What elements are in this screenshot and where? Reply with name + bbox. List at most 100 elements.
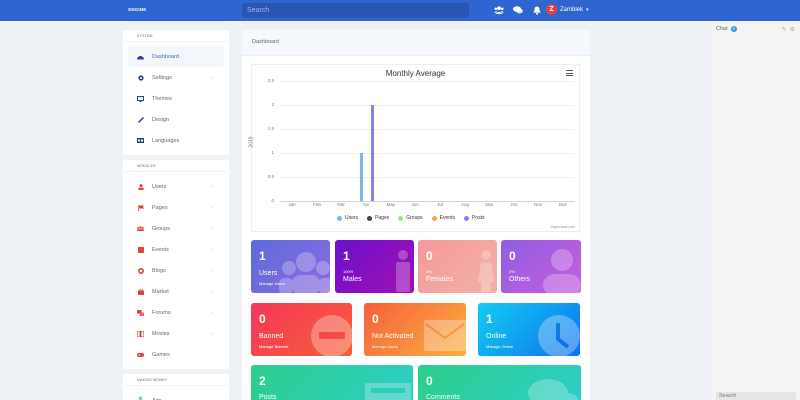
sidebar-item-users[interactable]: Users ›	[123, 176, 229, 197]
y-tick: 0.5	[267, 174, 274, 179]
sidebar-item-label: Events	[152, 246, 169, 253]
sidebar-item-themes[interactable]: Themes	[123, 88, 229, 109]
ban-icon	[311, 315, 352, 356]
sidebar-item-events[interactable]: Events ›	[123, 239, 229, 260]
stat-value: 1	[486, 312, 493, 326]
chevron-right-icon: ›	[211, 204, 213, 211]
x-tick: Aug	[460, 202, 469, 207]
stat-label: Users	[259, 270, 278, 277]
x-tick: Dec	[558, 202, 567, 207]
legend-item-groups[interactable]: Groups	[398, 215, 423, 221]
chevron-right-icon: ›	[211, 183, 213, 190]
stat-label: Posts	[259, 394, 277, 400]
sidebar-section-modules: MODULES Users › Pages › Groups › Events …	[123, 160, 229, 369]
sidebar-item-label: Settings	[152, 74, 172, 81]
gamepad-icon	[137, 352, 144, 358]
dashboard-icon	[137, 54, 144, 60]
brush-icon	[137, 116, 144, 123]
sidebar-item-label: Forums	[152, 309, 171, 316]
legend-item-posts[interactable]: Posts	[463, 215, 484, 221]
x-tick: Nov	[533, 202, 542, 207]
bar-users-apr[interactable]	[360, 153, 363, 201]
stat-link[interactable]: Manage Users	[372, 344, 399, 349]
film-icon	[137, 330, 144, 337]
y-tick: 0	[271, 198, 274, 203]
x-tick: Oct	[510, 202, 518, 207]
search-input[interactable]: Search	[242, 3, 469, 18]
sidebar-section-making-money: MAKING MONEY $ Ads ›	[123, 374, 229, 400]
y-tick: 1.5	[267, 126, 274, 131]
chat-count-badge: 0	[730, 26, 738, 32]
sidebar-item-games[interactable]: Games	[123, 344, 229, 365]
sidebar-item-label: Games	[152, 351, 170, 358]
blog-icon	[137, 267, 144, 274]
y-tick: 2.5	[267, 78, 274, 83]
monthly-average-chart: Monthly Average 2.5 2 1.5 1 0.5 0 Jan Fe…	[248, 64, 580, 232]
legend-item-pages[interactable]: Pages	[367, 215, 389, 221]
sidebar-item-market[interactable]: Market ›	[123, 281, 229, 302]
chat-sidebar: Chat 0 ✎ ⚙ Search	[711, 21, 800, 400]
user-menu[interactable]: Z Zamblek ▾	[546, 4, 589, 15]
sidebar-item-label: Movies	[152, 330, 170, 337]
shopping-bag-icon	[137, 288, 144, 295]
stat-label: Banned	[259, 333, 284, 340]
logo[interactable]: SNGINE	[128, 7, 147, 12]
sidebar-item-groups[interactable]: Groups ›	[123, 218, 229, 239]
stat-card-comments[interactable]: 0 Comments	[418, 365, 581, 400]
chevron-right-icon: ›	[211, 246, 213, 253]
users-icon	[279, 252, 330, 293]
stat-card-online[interactable]: 1 Online Manage Online	[478, 303, 580, 356]
stat-link[interactable]: Manage Online	[486, 344, 514, 349]
stat-percent: 100%	[343, 269, 354, 274]
sidebar-item-forums[interactable]: Forums ›	[123, 302, 229, 323]
bar-posts-apr[interactable]	[371, 105, 374, 201]
stat-value: 0	[509, 249, 516, 263]
sidebar-item-ads[interactable]: $ Ads ›	[123, 390, 229, 400]
stat-link[interactable]: Manage Banned	[259, 344, 289, 349]
stat-card-users[interactable]: 1 Users Manage Users	[251, 240, 330, 293]
sidebar-item-design[interactable]: Design	[123, 109, 229, 130]
group-icon	[137, 226, 144, 232]
comments-icon	[528, 379, 578, 400]
compose-icon[interactable]: ✎	[781, 27, 787, 33]
sidebar-item-settings[interactable]: Settings ›	[123, 67, 229, 88]
y-axis-label: 2019	[248, 136, 255, 148]
y-tick: 1	[271, 150, 274, 155]
hamburger-menu-icon[interactable]	[566, 70, 573, 78]
section-header: MAKING MONEY	[123, 374, 229, 386]
stat-card-males[interactable]: 1 100% Males	[335, 240, 414, 293]
x-tick: Mar	[337, 202, 345, 207]
stat-label: Females	[426, 276, 453, 283]
forums-icon	[137, 309, 144, 316]
stat-card-banned[interactable]: 0 Banned Manage Banned	[251, 303, 352, 356]
stat-card-females[interactable]: 0 0% Females	[418, 240, 497, 293]
sidebar-item-label: Pages	[152, 204, 168, 211]
sidebar-item-blogs[interactable]: Blogs ›	[123, 260, 229, 281]
messages-icon[interactable]	[513, 5, 523, 15]
flag-icon	[137, 204, 144, 211]
main-panel: Dashboard Monthly Average 2.5 2 1.5 1 0.…	[242, 30, 590, 400]
chevron-down-icon: ▾	[586, 6, 589, 13]
gear-icon[interactable]: ⚙	[789, 27, 795, 33]
notifications-icon[interactable]	[532, 5, 542, 15]
stat-link[interactable]: Manage Users	[259, 281, 286, 286]
stat-card-posts[interactable]: 2 Posts	[251, 365, 413, 400]
sidebar-item-pages[interactable]: Pages ›	[123, 197, 229, 218]
legend-item-events[interactable]: Events	[431, 215, 455, 221]
friends-icon[interactable]	[494, 5, 504, 15]
sidebar-item-languages[interactable]: Languages	[123, 130, 229, 151]
chevron-right-icon: ›	[211, 267, 213, 274]
male-icon	[396, 250, 410, 292]
stat-card-others[interactable]: 0 0% Others	[501, 240, 581, 293]
sidebar-item-dashboard[interactable]: Dashboard	[128, 46, 224, 67]
stat-percent: 0%	[509, 269, 515, 274]
sidebar-item-label: Dashboard	[152, 53, 179, 60]
language-icon	[137, 138, 144, 144]
legend-item-users[interactable]: Users	[337, 215, 358, 221]
sidebar-item-movies[interactable]: Movies ›	[123, 323, 229, 344]
chevron-right-icon: ›	[211, 288, 213, 295]
chart-credit[interactable]: Highcharts.com	[550, 225, 575, 229]
stat-card-not-activated[interactable]: 0 Not Activated Manage Users	[364, 303, 466, 356]
calendar-icon	[137, 246, 144, 253]
chat-search-input[interactable]: Search	[716, 392, 796, 400]
